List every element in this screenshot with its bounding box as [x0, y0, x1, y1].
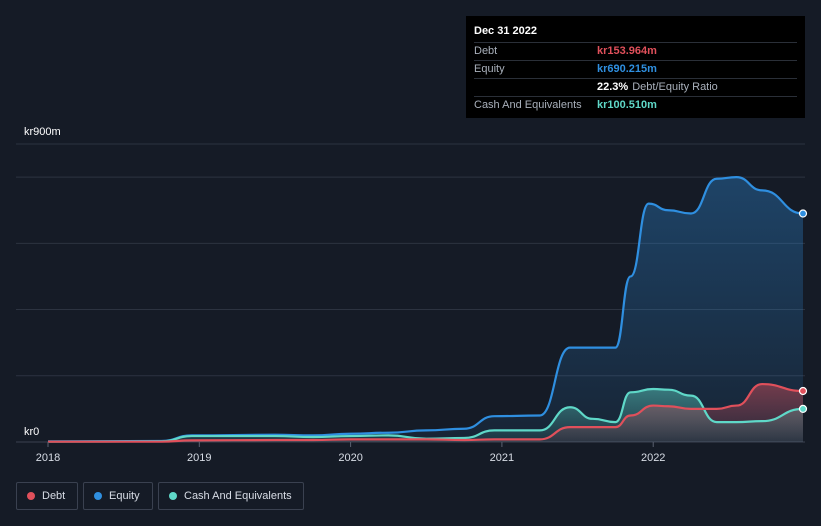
series-lines — [47, 176, 804, 443]
x-tick-label: 2021 — [490, 452, 514, 464]
tooltip-cash-label: Cash And Equivalents — [474, 99, 582, 111]
axes: kr900m kr0 2018 2019 2020 2021 2022 — [24, 126, 665, 464]
x-tick-label: 2019 — [187, 452, 211, 464]
legend-item-cash[interactable]: Cash And Equivalents — [158, 482, 304, 510]
tooltip-cash-value: kr100.510m — [597, 99, 657, 111]
x-tick-label: 2022 — [641, 452, 665, 464]
y-axis-bottom-label: kr0 — [24, 426, 39, 438]
equity-area — [48, 177, 803, 442]
equity-line — [47, 176, 804, 443]
tooltip-row-ratio: 22.3% Debt/Equity Ratio — [474, 78, 797, 96]
tooltip-ratio-label: Debt/Equity Ratio — [632, 81, 718, 93]
tooltip-row-debt: Debt kr153.964m — [474, 42, 797, 60]
cash-dot-icon — [169, 492, 177, 500]
tooltip-equity-value: kr690.215m — [597, 63, 657, 75]
cash-line — [47, 387, 804, 443]
equity-dot-icon — [94, 492, 102, 500]
tooltip-row-cash: Cash And Equivalents kr100.510m — [474, 96, 797, 114]
x-tick-label: 2020 — [338, 452, 362, 464]
tooltip-debt-label: Debt — [474, 45, 498, 57]
legend-item-equity[interactable]: Equity — [83, 482, 153, 510]
series-end-markers — [798, 209, 808, 413]
legend-equity-label: Equity — [109, 490, 140, 502]
tooltip-date: Dec 31 2022 — [474, 25, 537, 37]
debt-line — [47, 382, 804, 443]
tooltip-debt-value: kr153.964m — [597, 45, 657, 57]
tooltip-equity-label: Equity — [474, 63, 505, 75]
tooltip-row-equity: Equity kr690.215m — [474, 60, 797, 78]
equity-end-marker — [798, 209, 808, 218]
cash-end-marker — [798, 404, 808, 413]
debt-dot-icon — [27, 492, 35, 500]
debt-end-marker — [798, 386, 808, 396]
tooltip-ratio-value: 22.3% — [597, 81, 629, 93]
data-tooltip: Dec 31 2022 Debt kr153.964m Equity kr690… — [466, 16, 805, 118]
legend-item-debt[interactable]: Debt — [16, 482, 78, 510]
x-tick-label: 2018 — [36, 452, 60, 464]
y-axis-top-label: kr900m — [24, 126, 61, 138]
legend-debt-label: Debt — [42, 490, 66, 502]
legend-cash-label: Cash And Equivalents — [184, 490, 292, 502]
